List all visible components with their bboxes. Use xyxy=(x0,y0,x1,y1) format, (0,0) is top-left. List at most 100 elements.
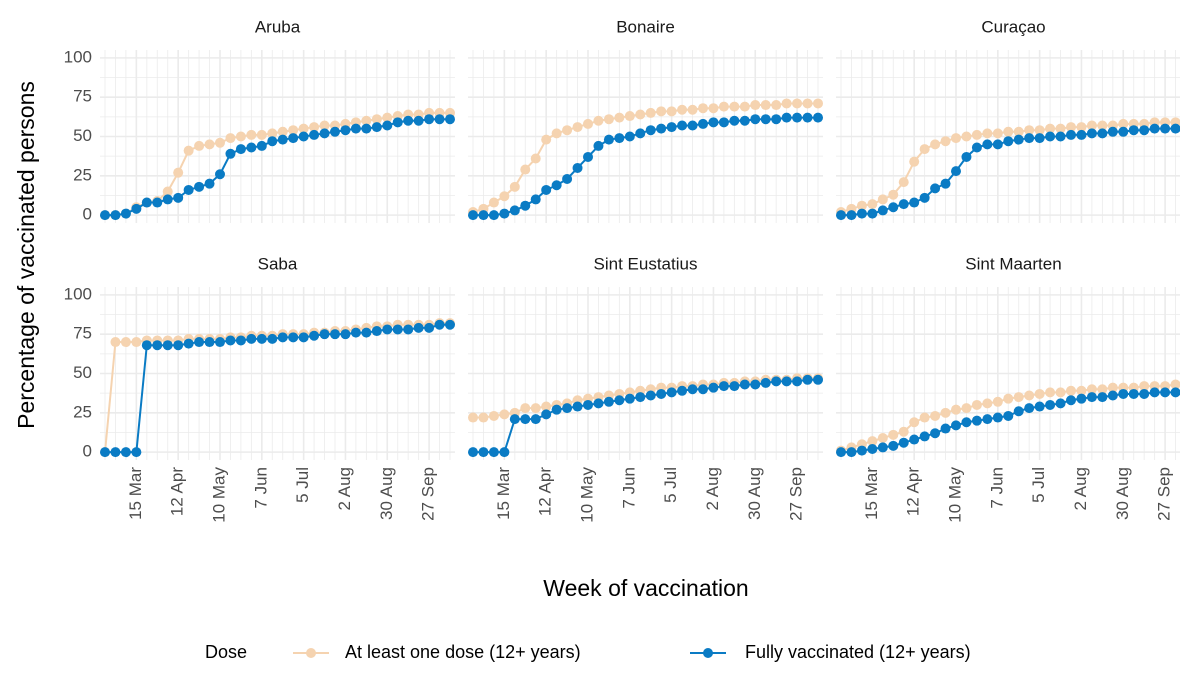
point xyxy=(194,337,205,348)
series-line xyxy=(105,323,450,454)
point xyxy=(982,414,993,425)
point xyxy=(898,426,909,437)
point xyxy=(992,139,1003,150)
point xyxy=(951,420,961,431)
y-tick-label: 100 xyxy=(64,284,92,303)
point xyxy=(350,123,361,134)
point xyxy=(530,153,541,164)
point xyxy=(1003,393,1014,404)
point xyxy=(919,192,930,203)
point xyxy=(194,181,205,192)
point xyxy=(530,194,541,205)
point xyxy=(309,122,320,133)
point xyxy=(760,377,771,388)
point xyxy=(267,333,278,344)
point xyxy=(562,403,573,414)
point xyxy=(687,384,698,395)
point xyxy=(215,169,225,180)
point xyxy=(361,327,372,338)
point xyxy=(277,134,288,145)
series-line xyxy=(473,116,818,217)
point xyxy=(1160,123,1171,134)
point xyxy=(204,337,215,348)
point xyxy=(729,381,740,392)
point xyxy=(204,139,215,150)
point xyxy=(100,447,110,458)
x-tick-label: 10 May xyxy=(945,467,964,523)
point xyxy=(120,447,131,458)
point xyxy=(1034,125,1045,136)
point xyxy=(541,409,552,420)
point xyxy=(961,151,972,162)
point xyxy=(309,129,320,140)
legend-label: Fully vaccinated (12+ years) xyxy=(745,642,971,662)
point xyxy=(572,122,583,133)
point xyxy=(413,115,424,126)
point xyxy=(624,393,635,404)
point xyxy=(1076,122,1087,133)
point xyxy=(434,319,445,330)
point xyxy=(930,139,941,150)
point xyxy=(499,208,510,219)
series-line xyxy=(840,383,1180,452)
point xyxy=(520,164,531,175)
point xyxy=(919,431,930,442)
point xyxy=(298,131,309,142)
point xyxy=(1055,387,1066,398)
point xyxy=(992,396,1003,407)
point xyxy=(1170,379,1180,390)
y-tick-label: 75 xyxy=(73,87,92,106)
point xyxy=(992,128,1003,139)
point xyxy=(330,126,340,137)
point xyxy=(1139,388,1150,399)
x-tick-label: 27 Sep xyxy=(787,467,806,521)
panel xyxy=(100,287,455,460)
x-tick-label: 12 Apr xyxy=(536,467,555,516)
point xyxy=(1024,125,1035,136)
point xyxy=(645,125,656,136)
point xyxy=(792,376,803,387)
point xyxy=(1086,120,1097,131)
point xyxy=(583,151,593,162)
point xyxy=(698,118,708,129)
x-tick-label: 30 Aug xyxy=(377,467,396,520)
point xyxy=(1055,131,1066,142)
point xyxy=(718,117,729,128)
point xyxy=(708,103,719,114)
point xyxy=(162,340,173,351)
point xyxy=(173,340,184,351)
point xyxy=(635,109,646,120)
point xyxy=(792,112,803,123)
point xyxy=(110,210,121,221)
point xyxy=(603,134,614,145)
point xyxy=(867,208,878,219)
series-line xyxy=(104,322,450,453)
point xyxy=(666,122,677,133)
point xyxy=(1003,136,1014,147)
panel xyxy=(468,50,823,223)
point xyxy=(277,332,288,343)
point xyxy=(434,114,445,125)
series-line xyxy=(840,121,1180,213)
point xyxy=(729,101,740,112)
point xyxy=(152,340,163,351)
point xyxy=(1139,381,1150,392)
point xyxy=(361,123,372,134)
point xyxy=(982,128,993,139)
point xyxy=(1097,384,1108,395)
point xyxy=(802,374,813,385)
point xyxy=(940,423,951,434)
point xyxy=(350,327,361,338)
point xyxy=(836,447,846,458)
point xyxy=(992,412,1003,423)
point xyxy=(666,106,677,117)
point xyxy=(1097,120,1108,131)
point xyxy=(1128,125,1139,136)
point xyxy=(551,180,562,191)
point xyxy=(468,412,478,423)
point xyxy=(750,114,761,125)
point xyxy=(1086,384,1097,395)
series-line xyxy=(841,127,1180,217)
point xyxy=(141,340,152,351)
point xyxy=(771,114,782,125)
